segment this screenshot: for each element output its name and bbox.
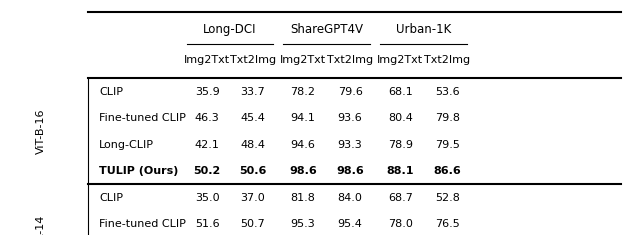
Text: 95.4: 95.4 xyxy=(338,219,362,229)
Text: TULIP (Ours): TULIP (Ours) xyxy=(99,166,179,176)
Text: 86.6: 86.6 xyxy=(433,166,461,176)
Text: 79.8: 79.8 xyxy=(435,113,460,123)
Text: Long-DCI: Long-DCI xyxy=(203,24,257,36)
Text: 78.0: 78.0 xyxy=(388,219,413,229)
Text: 93.6: 93.6 xyxy=(338,113,362,123)
Text: CLIP: CLIP xyxy=(99,86,124,97)
Text: 33.7: 33.7 xyxy=(241,86,265,97)
Text: Img2Txt: Img2Txt xyxy=(280,55,326,65)
Text: 37.0: 37.0 xyxy=(241,192,265,203)
Text: 98.6: 98.6 xyxy=(336,166,364,176)
Text: 78.9: 78.9 xyxy=(388,140,413,149)
Text: 42.1: 42.1 xyxy=(195,140,220,149)
Text: 93.3: 93.3 xyxy=(338,140,362,149)
Text: 78.2: 78.2 xyxy=(291,86,316,97)
Text: 50.6: 50.6 xyxy=(239,166,267,176)
Text: 98.6: 98.6 xyxy=(289,166,317,176)
Text: 52.8: 52.8 xyxy=(435,192,460,203)
Text: 76.5: 76.5 xyxy=(435,219,460,229)
Text: 95.3: 95.3 xyxy=(291,219,316,229)
Text: Img2Txt: Img2Txt xyxy=(377,55,423,65)
Text: Fine-tuned CLIP: Fine-tuned CLIP xyxy=(99,113,186,123)
Text: 88.1: 88.1 xyxy=(387,166,414,176)
Text: ViT-L-14: ViT-L-14 xyxy=(36,215,46,235)
Text: ViT-B-16: ViT-B-16 xyxy=(36,109,46,154)
Text: Long-CLIP: Long-CLIP xyxy=(99,140,154,149)
Text: 53.6: 53.6 xyxy=(435,86,460,97)
Text: 46.3: 46.3 xyxy=(195,113,220,123)
Text: 51.6: 51.6 xyxy=(195,219,220,229)
Text: 94.6: 94.6 xyxy=(291,140,316,149)
Text: 94.1: 94.1 xyxy=(291,113,316,123)
Text: 48.4: 48.4 xyxy=(241,140,266,149)
Text: ShareGPT4V: ShareGPT4V xyxy=(290,24,363,36)
Text: 35.0: 35.0 xyxy=(195,192,220,203)
Text: 45.4: 45.4 xyxy=(241,113,266,123)
Text: Txt2Img: Txt2Img xyxy=(327,55,373,65)
Text: 81.8: 81.8 xyxy=(291,192,316,203)
Text: Txt2Img: Txt2Img xyxy=(424,55,470,65)
Text: 35.9: 35.9 xyxy=(195,86,220,97)
Text: Urban-1K: Urban-1K xyxy=(396,24,451,36)
Text: 79.5: 79.5 xyxy=(435,140,460,149)
Text: 68.1: 68.1 xyxy=(388,86,413,97)
Text: 50.2: 50.2 xyxy=(193,166,221,176)
Text: Fine-tuned CLIP: Fine-tuned CLIP xyxy=(99,219,186,229)
Text: CLIP: CLIP xyxy=(99,192,124,203)
Text: 80.4: 80.4 xyxy=(388,113,413,123)
Text: Txt2Img: Txt2Img xyxy=(230,55,276,65)
Text: Img2Txt: Img2Txt xyxy=(184,55,230,65)
Text: 50.7: 50.7 xyxy=(241,219,265,229)
Text: 84.0: 84.0 xyxy=(338,192,362,203)
Text: 79.6: 79.6 xyxy=(338,86,362,97)
Text: 68.7: 68.7 xyxy=(388,192,413,203)
